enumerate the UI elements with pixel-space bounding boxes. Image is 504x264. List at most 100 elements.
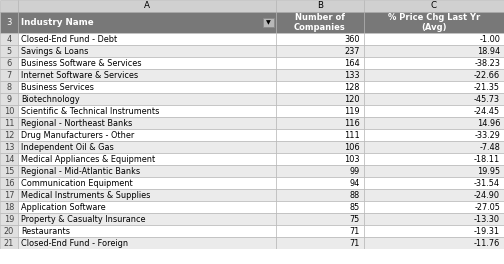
- Text: Independent Oil & Gas: Independent Oil & Gas: [21, 143, 114, 152]
- Bar: [276, 141, 364, 153]
- Bar: [0, 45, 18, 57]
- Bar: [18, 69, 276, 81]
- Bar: [276, 12, 364, 33]
- Bar: [364, 129, 504, 141]
- Bar: [0, 213, 18, 225]
- Bar: [18, 57, 276, 69]
- Text: 99: 99: [350, 167, 360, 176]
- Text: ▼: ▼: [266, 20, 271, 25]
- Bar: [18, 153, 276, 165]
- Text: 71: 71: [350, 227, 360, 235]
- Text: 111: 111: [344, 130, 360, 139]
- Text: Medical Appliances & Equipment: Medical Appliances & Equipment: [21, 154, 155, 163]
- Bar: [364, 213, 504, 225]
- Bar: [18, 237, 276, 249]
- Text: 18: 18: [4, 202, 14, 211]
- Text: Internet Software & Services: Internet Software & Services: [21, 70, 138, 79]
- Bar: [18, 12, 276, 33]
- Bar: [0, 249, 504, 264]
- Text: 17: 17: [4, 191, 14, 200]
- Bar: [18, 225, 276, 237]
- Text: -11.76: -11.76: [474, 238, 500, 248]
- Text: 5: 5: [7, 46, 12, 55]
- Text: % Price Chg Last Yr
(Avg): % Price Chg Last Yr (Avg): [388, 13, 480, 32]
- Text: Business Services: Business Services: [21, 82, 94, 92]
- Bar: [364, 105, 504, 117]
- Text: 360: 360: [345, 35, 360, 44]
- Text: Drug Manufacturers - Other: Drug Manufacturers - Other: [21, 130, 134, 139]
- Bar: [18, 81, 276, 93]
- Bar: [18, 93, 276, 105]
- Bar: [0, 57, 18, 69]
- Bar: [0, 201, 18, 213]
- Bar: [364, 153, 504, 165]
- Text: 18.94: 18.94: [477, 46, 500, 55]
- Text: 3: 3: [7, 18, 12, 27]
- Bar: [0, 33, 18, 45]
- Bar: [18, 105, 276, 117]
- Text: Closed-End Fund - Debt: Closed-End Fund - Debt: [21, 35, 117, 44]
- Text: 119: 119: [344, 106, 360, 116]
- Text: -33.29: -33.29: [474, 130, 500, 139]
- Text: 120: 120: [345, 95, 360, 103]
- Bar: [0, 141, 18, 153]
- Bar: [263, 18, 274, 27]
- Bar: [276, 153, 364, 165]
- Text: -24.90: -24.90: [474, 191, 500, 200]
- Bar: [364, 93, 504, 105]
- Text: -31.54: -31.54: [474, 178, 500, 187]
- Bar: [276, 213, 364, 225]
- Bar: [0, 129, 18, 141]
- Bar: [0, 12, 18, 33]
- Bar: [18, 177, 276, 189]
- Bar: [364, 45, 504, 57]
- Bar: [364, 57, 504, 69]
- Bar: [364, 117, 504, 129]
- Bar: [18, 0, 276, 12]
- Text: 94: 94: [350, 178, 360, 187]
- Text: -22.66: -22.66: [474, 70, 500, 79]
- Text: 133: 133: [345, 70, 360, 79]
- Bar: [276, 81, 364, 93]
- Bar: [276, 69, 364, 81]
- Text: Communication Equipment: Communication Equipment: [21, 178, 133, 187]
- Bar: [0, 153, 18, 165]
- Bar: [0, 0, 18, 12]
- Bar: [18, 213, 276, 225]
- Bar: [18, 165, 276, 177]
- Text: 14: 14: [4, 154, 14, 163]
- Text: 106: 106: [344, 143, 360, 152]
- Bar: [18, 129, 276, 141]
- Text: 8: 8: [7, 82, 12, 92]
- Text: 13: 13: [4, 143, 14, 152]
- Text: 15: 15: [4, 167, 14, 176]
- Text: -24.45: -24.45: [474, 106, 500, 116]
- Text: -45.73: -45.73: [474, 95, 500, 103]
- Bar: [0, 177, 18, 189]
- Text: Savings & Loans: Savings & Loans: [21, 46, 88, 55]
- Bar: [276, 225, 364, 237]
- Bar: [18, 201, 276, 213]
- Text: 7: 7: [7, 70, 12, 79]
- Bar: [276, 177, 364, 189]
- Text: Business Software & Services: Business Software & Services: [21, 59, 142, 68]
- Text: -21.35: -21.35: [474, 82, 500, 92]
- Text: -19.31: -19.31: [474, 227, 500, 235]
- Bar: [0, 69, 18, 81]
- Text: 21: 21: [4, 238, 14, 248]
- Text: Regional - Mid-Atlantic Banks: Regional - Mid-Atlantic Banks: [21, 167, 140, 176]
- Bar: [0, 93, 18, 105]
- Bar: [364, 141, 504, 153]
- Text: 75: 75: [350, 214, 360, 224]
- Text: -27.05: -27.05: [474, 202, 500, 211]
- Text: 85: 85: [350, 202, 360, 211]
- Text: 71: 71: [350, 238, 360, 248]
- Text: 9: 9: [7, 95, 12, 103]
- Text: 14.96: 14.96: [477, 119, 500, 128]
- Bar: [364, 81, 504, 93]
- Text: Closed-End Fund - Foreign: Closed-End Fund - Foreign: [21, 238, 128, 248]
- Bar: [364, 69, 504, 81]
- Text: 19: 19: [4, 214, 14, 224]
- Bar: [18, 45, 276, 57]
- Bar: [276, 189, 364, 201]
